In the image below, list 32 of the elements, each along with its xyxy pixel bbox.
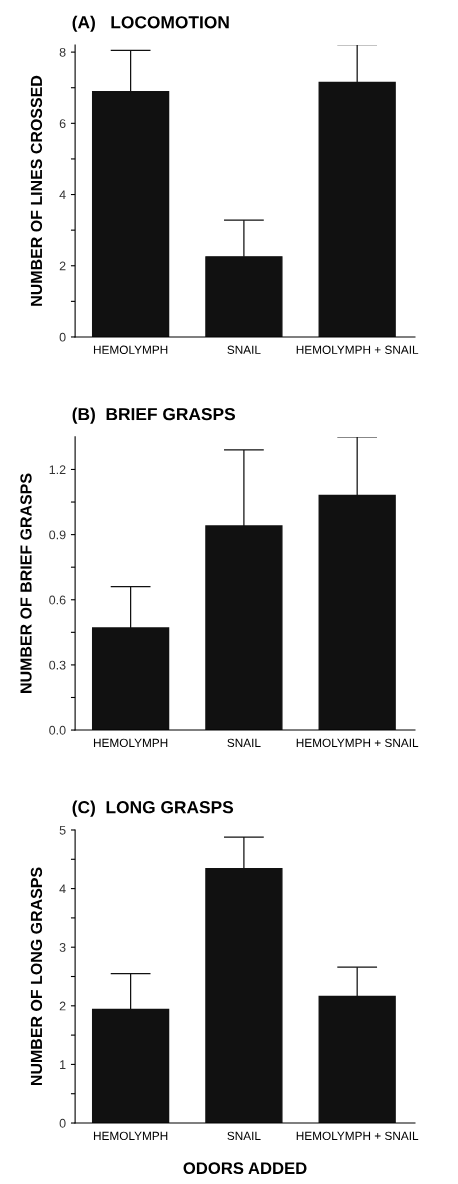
- x-tick-label: HEMOLYMPH + SNAIL: [296, 1131, 419, 1141]
- y-tick-label: 4: [59, 190, 66, 200]
- y-axis-title: NUMBER OF LONG GRASPS: [30, 867, 43, 1086]
- x-tick-label: HEMOLYMPH + SNAIL: [296, 738, 419, 748]
- x-tick-label: HEMOLYMPH + SNAIL: [296, 345, 419, 354]
- y-tick-label: 0: [59, 332, 66, 342]
- chart-title: (C) LONG GRASPS: [72, 800, 234, 817]
- y-axis-title: NUMBER OF LINES CROSSED: [30, 75, 43, 306]
- y-tick-label: 2: [59, 261, 66, 271]
- y-tick-label: 5: [59, 825, 66, 835]
- y-tick-label: 0: [59, 1118, 66, 1128]
- y-tick-label: 0.3: [49, 660, 66, 670]
- x-tick-label: HEMOLYMPH: [93, 345, 168, 354]
- y-tick-label: 0.0: [49, 725, 66, 735]
- y-tick-label: 4: [59, 884, 66, 894]
- y-axis-title: NUMBER OF BRIEF GRASPS: [20, 473, 32, 693]
- y-tick-label: 8: [59, 47, 66, 57]
- y-tick-label: 0.9: [49, 530, 66, 540]
- x-axis-title: ODORS ADDED: [183, 1162, 307, 1175]
- x-tick-label: SNAIL: [227, 1131, 261, 1141]
- y-tick-label: 1.2: [49, 465, 66, 474]
- chart-title: (A) LOCOMOTION: [72, 15, 229, 32]
- x-tick-label: SNAIL: [227, 345, 261, 354]
- y-tick-label: 0.6: [49, 595, 66, 605]
- chart-title: (B) BRIEF GRASPS: [72, 407, 236, 424]
- x-tick-label: HEMOLYMPH: [93, 738, 168, 748]
- y-tick-label: 6: [59, 119, 66, 128]
- x-tick-label: SNAIL: [227, 738, 261, 748]
- y-tick-label: 3: [59, 943, 66, 952]
- y-tick-label: 1: [60, 1060, 66, 1069]
- y-tick-label: 2: [59, 1001, 66, 1011]
- x-tick-label: HEMOLYMPH: [93, 1131, 168, 1141]
